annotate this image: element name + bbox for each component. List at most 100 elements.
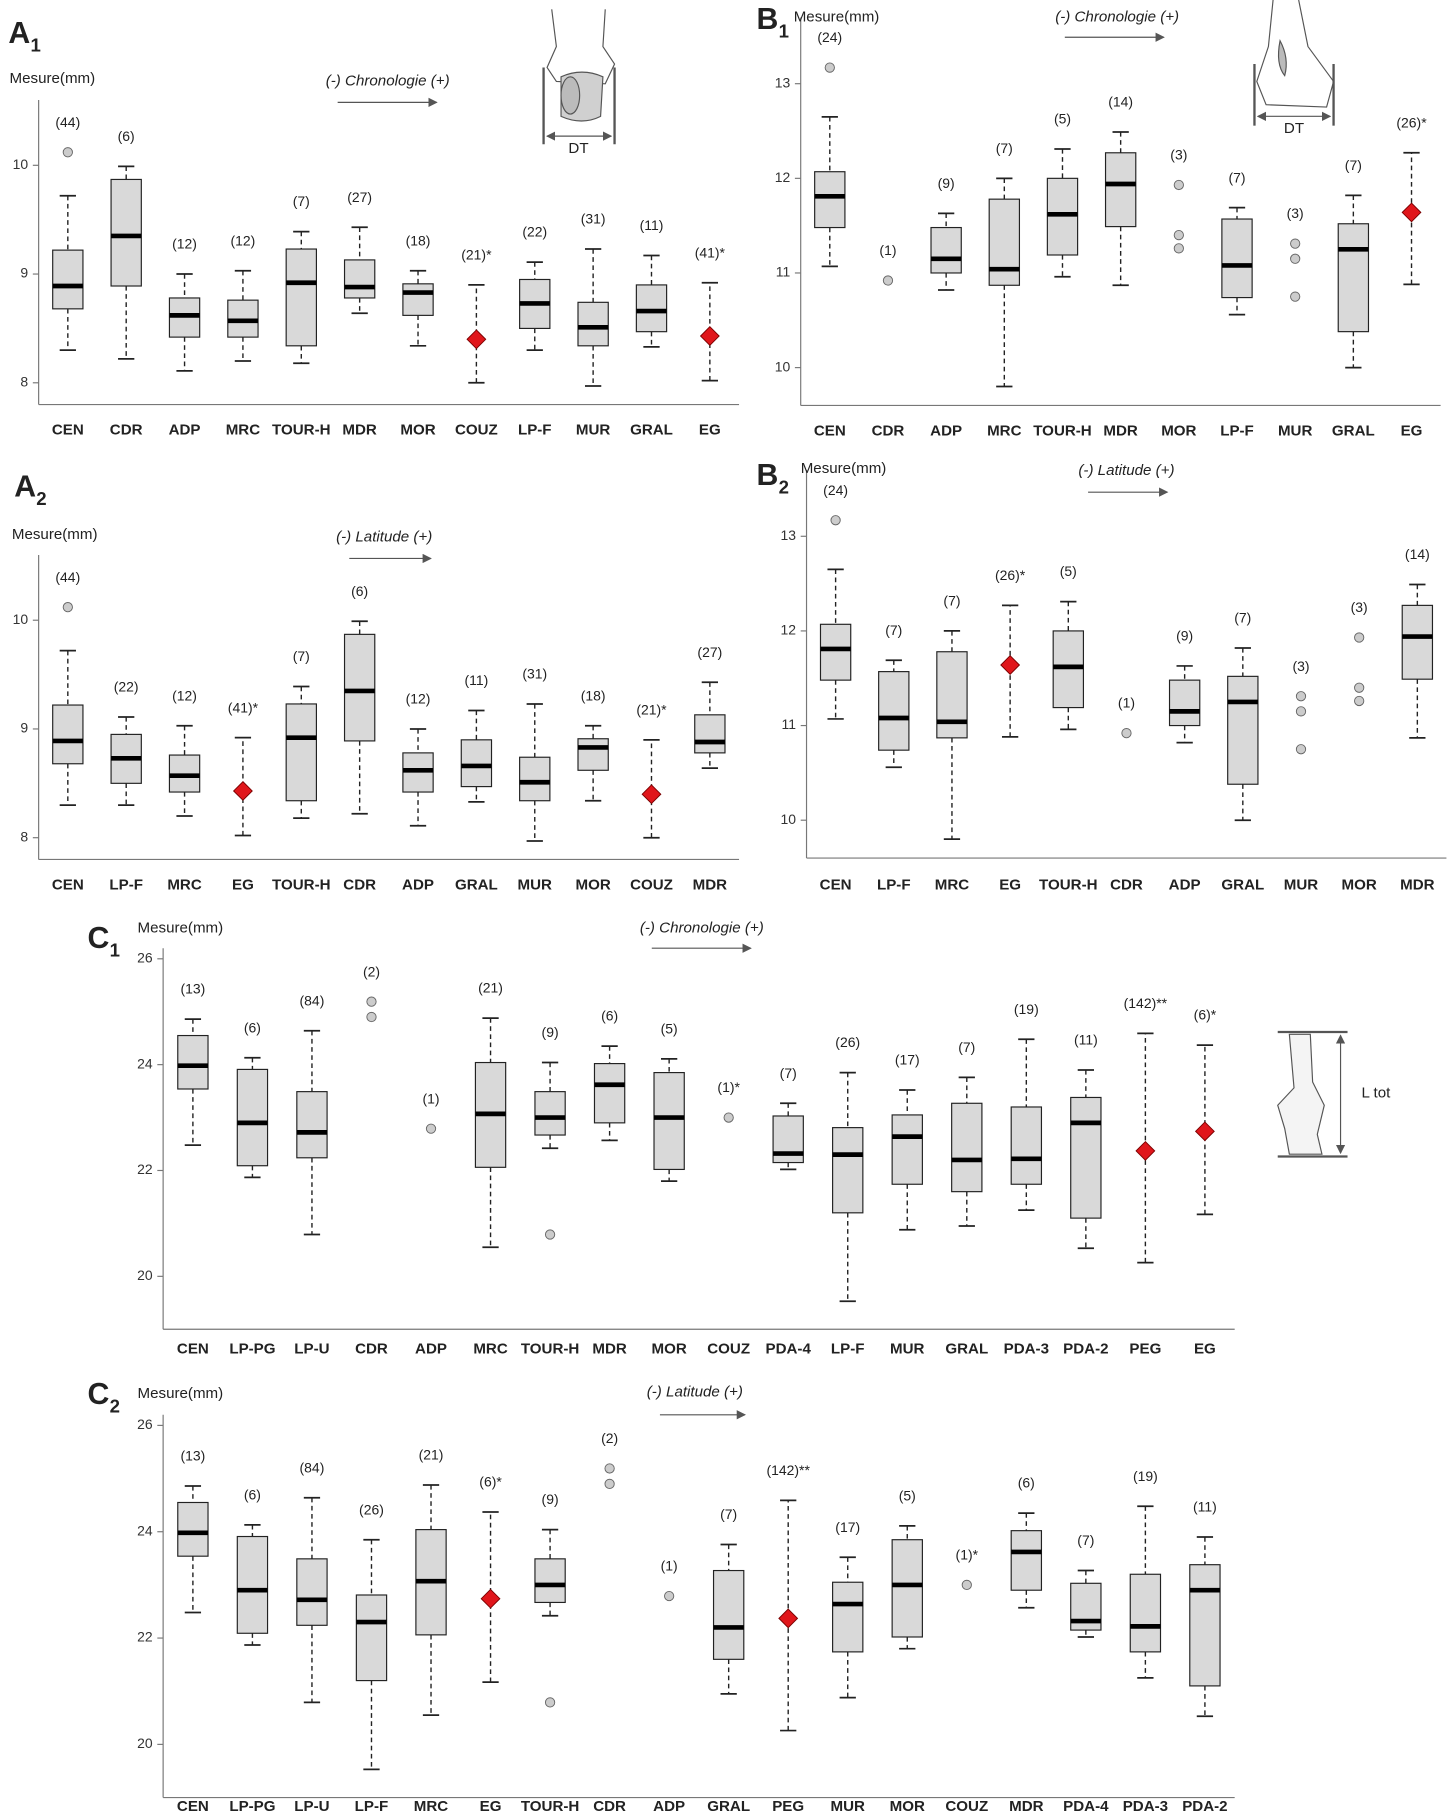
box: [519, 756, 551, 802]
box: [1227, 675, 1259, 785]
x-tick-label: LP-F: [877, 876, 911, 893]
count-label: (142)**: [766, 1462, 810, 1478]
point: [723, 1112, 734, 1123]
x-tick-label: MRC: [935, 876, 969, 893]
x-tick-label: PEG: [1129, 1341, 1161, 1358]
x-tick-label: CEN: [177, 1798, 209, 1815]
x-tick-label: CDR: [355, 1341, 388, 1358]
y-tick-label: 10: [13, 611, 29, 627]
count-label: (24): [817, 29, 842, 45]
x-tick-label: LP-U: [294, 1798, 329, 1815]
x-tick-label: LP-F: [355, 1798, 389, 1815]
box: [52, 704, 84, 765]
x-tick-label: EG: [1401, 423, 1423, 440]
x-tick-label: EG: [1194, 1341, 1216, 1358]
y-tick-label: 10: [775, 358, 791, 374]
count-label: (1): [1118, 695, 1135, 711]
panel-subscript: 2: [110, 1396, 120, 1417]
annotation: (-) Chronologie (+): [326, 72, 450, 89]
y-tick-label: 26: [137, 949, 153, 965]
count-label: (21)*: [461, 247, 492, 263]
outlier: [830, 515, 841, 526]
x-tick-label: MOR: [400, 421, 435, 438]
count-label: (7): [943, 593, 960, 609]
x-tick-label: CDR: [872, 423, 905, 440]
x-tick-label: CDR: [1110, 876, 1143, 893]
box: [1052, 630, 1085, 709]
x-tick-label: COUZ: [455, 421, 498, 438]
x-tick-label: MDR: [592, 1341, 626, 1358]
mean-diamond: [232, 780, 253, 801]
x-tick-label: ADP: [402, 876, 434, 893]
x-tick-label: MRC: [473, 1341, 507, 1358]
x-tick-label: GRAL: [630, 421, 673, 438]
x-tick-label: MOR: [1342, 876, 1377, 893]
point: [882, 275, 894, 286]
panel-letter: A: [14, 471, 36, 504]
x-tick-label: MUR: [890, 1341, 924, 1358]
count-label: (7): [1228, 169, 1245, 185]
count-label: (3): [1292, 658, 1309, 674]
box: [819, 623, 852, 681]
x-tick-label: TOUR-H: [272, 421, 330, 438]
y-axis-title: Mesure(mm): [138, 1385, 224, 1402]
point: [1295, 691, 1307, 702]
count-label: (21): [478, 980, 503, 996]
box: [635, 284, 668, 333]
count-label: (14): [1108, 94, 1133, 110]
x-tick-label: TOUR-H: [1033, 423, 1091, 440]
count-label: (5): [899, 1487, 916, 1503]
point: [961, 1579, 972, 1591]
count-label: (11): [465, 672, 489, 688]
box: [110, 178, 142, 287]
x-tick-label: MOR: [1161, 423, 1196, 440]
x-tick-label: CEN: [814, 423, 846, 440]
count-label: (24): [823, 482, 848, 498]
count-label: (6)*: [1194, 1007, 1217, 1023]
count-label: (6)*: [479, 1474, 502, 1490]
box: [814, 171, 846, 229]
outlier: [544, 1697, 556, 1708]
box: [236, 1068, 269, 1167]
count-label: (17): [895, 1052, 920, 1068]
x-tick-label: MDR: [1009, 1798, 1043, 1815]
x-tick-label: CDR: [110, 421, 143, 438]
x-tick-label: CDR: [593, 1798, 626, 1815]
x-tick-label: TOUR-H: [272, 876, 330, 893]
point: [1354, 695, 1365, 707]
count-label: (2): [601, 1430, 618, 1446]
x-tick-label: GRAL: [1221, 876, 1264, 893]
x-tick-label: CEN: [820, 876, 852, 893]
point: [1290, 238, 1301, 249]
count-label: (26)*: [1396, 114, 1427, 130]
x-tick-label: ADP: [169, 421, 201, 438]
box: [1046, 177, 1079, 256]
count-label: (3): [1351, 599, 1368, 615]
box: [236, 1535, 269, 1634]
figure-label: L tot: [1361, 1085, 1391, 1102]
x-tick-label: PDA-3: [1123, 1798, 1168, 1815]
figure-label: DT: [1284, 120, 1304, 137]
x-tick-label: GRAL: [945, 1341, 988, 1358]
box: [177, 1501, 209, 1557]
annotation: (-) Chronologie (+): [1055, 8, 1179, 25]
count-label: (22): [522, 224, 547, 240]
point: [1295, 706, 1307, 717]
count-label: (19): [1014, 1001, 1039, 1017]
mean-diamond: [480, 1588, 501, 1609]
box: [1189, 1564, 1221, 1687]
y-tick-label: 20: [137, 1267, 153, 1283]
count-label: (9): [542, 1024, 559, 1040]
y-tick-label: 11: [782, 716, 797, 732]
count-label: (6): [244, 1019, 261, 1035]
count-label: (9): [542, 1491, 559, 1507]
box: [534, 1558, 566, 1604]
y-tick-label: 24: [137, 1055, 153, 1071]
point: [1121, 728, 1132, 739]
y-tick-label: 10: [781, 811, 797, 827]
x-tick-label: LP-PG: [229, 1341, 275, 1358]
point: [1295, 744, 1307, 755]
count-label: (21): [419, 1447, 444, 1463]
count-label: (6): [351, 583, 368, 599]
